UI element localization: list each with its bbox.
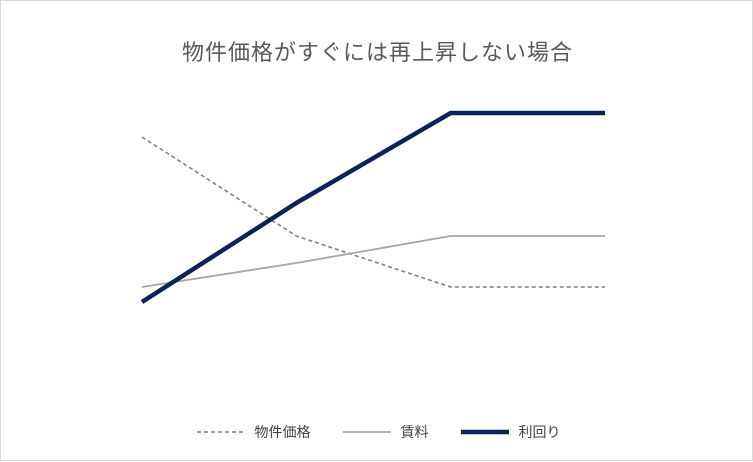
data-point-yield-3 xyxy=(602,110,608,116)
series-layer xyxy=(139,110,608,305)
legend-swatch-rent xyxy=(342,431,391,433)
legend-item-rent: 賃料 xyxy=(341,422,429,442)
legend: 物件価格 賃料 利回り xyxy=(1,422,753,442)
data-point-price-1 xyxy=(293,233,299,239)
legend-label-price: 物件価格 xyxy=(254,425,311,441)
data-point-yield-1 xyxy=(293,200,299,206)
legend-label-yield: 利回り xyxy=(518,425,561,441)
legend-item-yield: 利回り xyxy=(459,422,561,442)
series-line-yield xyxy=(140,110,605,304)
data-point-rent-0 xyxy=(139,284,145,290)
series-line-rent xyxy=(141,235,605,288)
legend-label-rent: 賃料 xyxy=(400,425,429,441)
data-point-yield-2 xyxy=(448,110,454,116)
data-point-price-2 xyxy=(448,284,454,290)
chart-title: 物件価格がすぐには再上昇しない場合 xyxy=(181,41,573,66)
data-point-rent-3 xyxy=(602,233,608,239)
data-point-rent-1 xyxy=(293,260,299,266)
data-point-yield-0 xyxy=(139,299,145,305)
legend-item-price: 物件価格 xyxy=(195,422,311,442)
data-point-rent-2 xyxy=(448,233,454,239)
series-line-price xyxy=(141,136,605,288)
legend-swatch-yield xyxy=(460,429,509,435)
data-point-price-3 xyxy=(602,284,608,290)
data-point-price-0 xyxy=(139,134,145,140)
legend-swatch-price xyxy=(196,431,245,433)
